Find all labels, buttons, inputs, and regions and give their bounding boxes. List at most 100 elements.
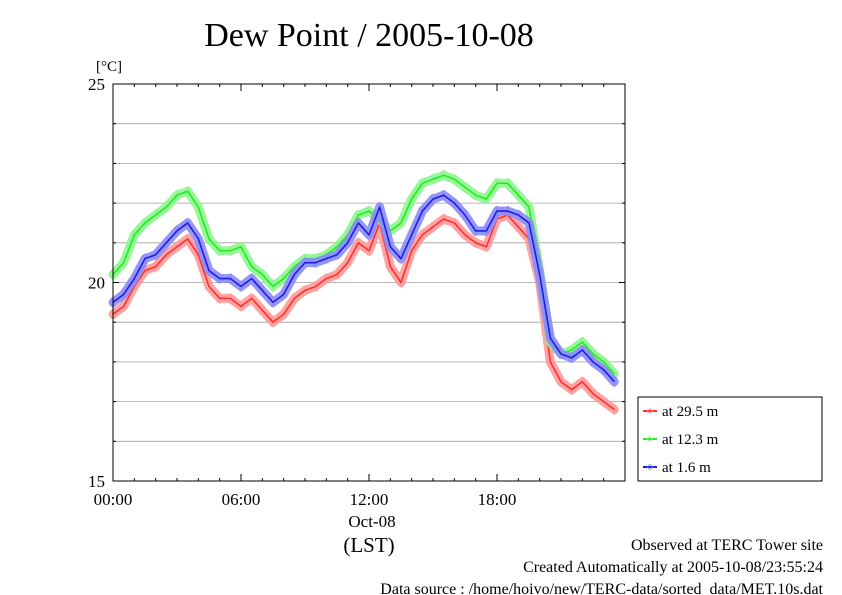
data-point <box>505 178 510 183</box>
data-point <box>569 384 574 389</box>
data-point <box>462 188 467 193</box>
data-point <box>505 212 510 217</box>
data-point <box>473 190 478 195</box>
data-point <box>153 249 158 254</box>
data-point <box>249 267 254 272</box>
data-point <box>281 279 286 284</box>
data-point <box>398 259 403 264</box>
data-point <box>527 202 532 207</box>
data-point <box>462 235 467 240</box>
legend-marker <box>647 408 653 414</box>
data-point <box>260 269 265 274</box>
data-point <box>601 396 606 401</box>
data-point <box>281 315 286 320</box>
data-point <box>153 210 158 215</box>
data-point <box>302 257 307 262</box>
data-point <box>313 287 318 292</box>
data-point <box>452 204 457 209</box>
data-point <box>313 281 318 286</box>
data-point <box>430 194 435 199</box>
data-point <box>441 219 446 224</box>
data-point <box>580 350 585 355</box>
legend-label: at 29.5 m <box>662 404 719 420</box>
data-point <box>238 307 243 312</box>
data-point <box>441 170 446 175</box>
data-point <box>260 291 265 296</box>
data-point <box>206 271 211 276</box>
data-point <box>452 174 457 179</box>
data-point <box>452 198 457 203</box>
data-point <box>505 216 510 221</box>
data-point <box>559 354 564 359</box>
data-point <box>430 200 435 205</box>
data-point <box>601 370 606 375</box>
data-point <box>516 210 521 215</box>
data-point <box>142 217 147 222</box>
data-point <box>377 202 382 207</box>
data-point <box>153 216 158 221</box>
data-point <box>420 178 425 183</box>
data-point <box>601 364 606 369</box>
data-point <box>334 249 339 254</box>
data-point <box>356 217 361 222</box>
data-point <box>302 285 307 290</box>
data-point <box>249 299 254 304</box>
y-axis: 15 20 25 <box>88 75 625 491</box>
data-point <box>313 253 318 258</box>
data-point <box>494 178 499 183</box>
data-point <box>452 223 457 228</box>
data-point <box>356 237 361 242</box>
data-point <box>206 239 211 244</box>
data-point <box>580 376 585 381</box>
data-point <box>164 237 169 242</box>
legend-label: at 1.6 m <box>662 460 711 476</box>
data-point <box>473 196 478 201</box>
data-point <box>281 273 286 278</box>
data-point <box>249 273 254 278</box>
data-point <box>217 251 222 256</box>
data-point <box>441 196 446 201</box>
data-point <box>153 267 158 272</box>
data-point <box>228 251 233 256</box>
data-point <box>334 241 339 246</box>
data-point <box>430 174 435 179</box>
data-point <box>569 390 574 395</box>
data-point <box>516 221 521 226</box>
data-point <box>238 301 243 306</box>
data-point <box>494 206 499 211</box>
data-point <box>366 235 371 240</box>
data-point <box>516 216 521 221</box>
data-point <box>260 305 265 310</box>
data-point <box>420 229 425 234</box>
data-point <box>462 229 467 234</box>
data-point <box>292 269 297 274</box>
data-point <box>217 293 222 298</box>
y-tick-label: 15 <box>88 472 105 491</box>
data-point <box>164 243 169 248</box>
data-point <box>516 190 521 195</box>
data-point <box>174 241 179 246</box>
data-point <box>462 210 467 215</box>
data-point <box>281 295 286 300</box>
data-point <box>612 410 617 415</box>
data-point <box>516 227 521 232</box>
data-point <box>366 251 371 256</box>
x-axis-label: (LST) <box>343 533 394 557</box>
data-point <box>430 180 435 185</box>
data-point <box>185 217 190 222</box>
data-point <box>292 261 297 266</box>
data-point <box>559 382 564 387</box>
data-point <box>228 299 233 304</box>
data-point <box>185 233 190 238</box>
data-point <box>228 273 233 278</box>
x-axis: 00:00 06:00 12:00 18:00 <box>94 84 626 509</box>
data-point <box>142 253 147 258</box>
data-point <box>398 223 403 228</box>
data-point <box>569 352 574 357</box>
y-tick-label: 20 <box>88 274 105 293</box>
data-point <box>121 307 126 312</box>
data-point <box>238 281 243 286</box>
x-tick-label: 00:00 <box>94 490 133 509</box>
data-point <box>527 217 532 222</box>
